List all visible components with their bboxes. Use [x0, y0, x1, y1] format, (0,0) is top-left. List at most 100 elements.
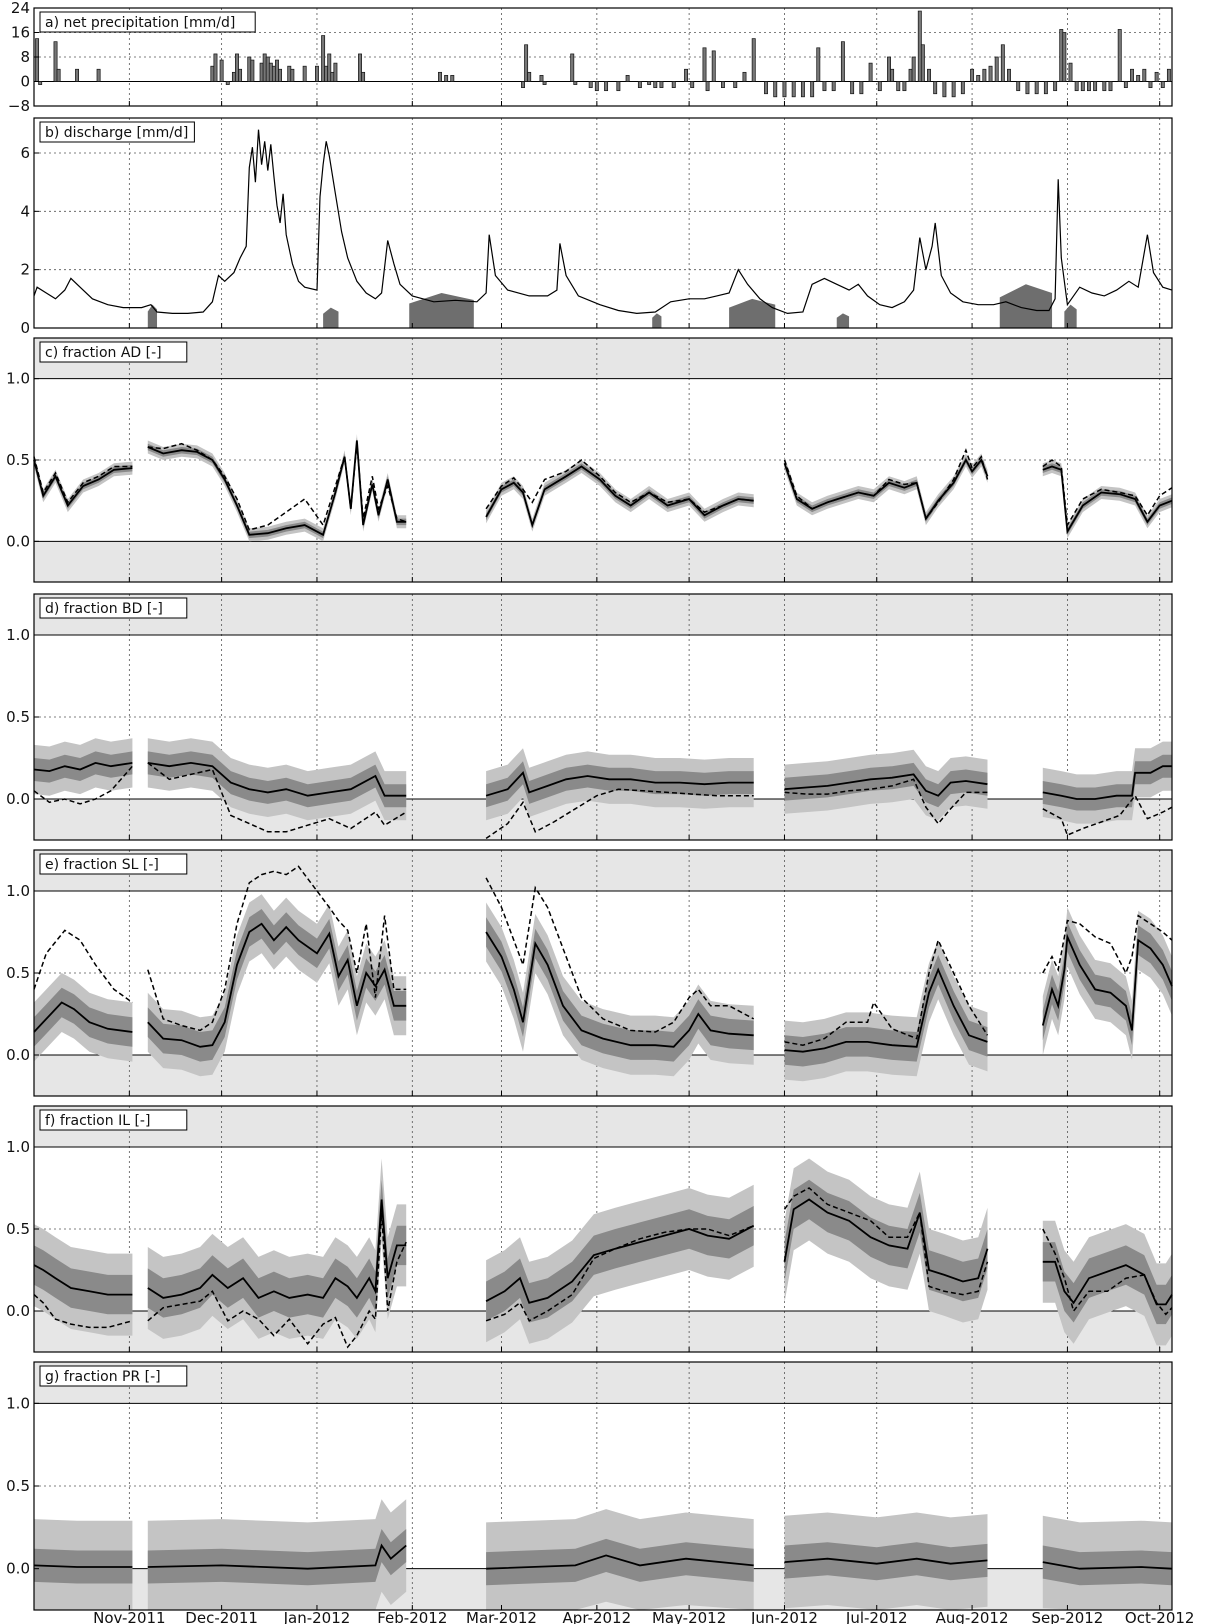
y-tick-label: 0.0	[6, 1046, 30, 1064]
uncertainty-band-inner	[34, 751, 133, 783]
precip-bar	[733, 81, 738, 88]
reference-dashed-line	[147, 865, 407, 1032]
precip-bar	[625, 75, 630, 82]
precip-bar	[527, 71, 532, 82]
precip-bar	[271, 65, 276, 82]
precip-bar	[213, 53, 218, 82]
precip-bar	[53, 41, 58, 82]
uncertainty-band-inner	[486, 1538, 754, 1586]
panel-title-box	[39, 1109, 188, 1131]
panel-title: f) fraction IL [-]	[45, 1113, 150, 1129]
precip-bar	[324, 65, 329, 82]
precip-bar	[275, 59, 279, 82]
uncertainty-band-inner	[34, 1245, 133, 1315]
precip-bar	[810, 81, 815, 98]
median-line	[1042, 1260, 1173, 1306]
median-line	[486, 1554, 754, 1570]
precip-bar	[942, 81, 947, 98]
precip-bar	[868, 62, 873, 82]
precip-bar	[711, 50, 716, 82]
median-line	[783, 1198, 989, 1283]
precip-bar	[524, 44, 529, 82]
y-tick-label: 0.0	[6, 1560, 30, 1578]
precip-bar	[238, 68, 243, 82]
precip-bar	[444, 75, 449, 82]
median-line	[147, 1543, 407, 1570]
precip-bar	[902, 81, 907, 92]
y-tick-label: 4	[20, 202, 30, 220]
panel-title: d) fraction BD [-]	[45, 601, 163, 617]
uncertainty-band-inner	[784, 1542, 988, 1581]
uncertainty-band-inner	[486, 761, 754, 808]
precip-bar	[259, 62, 264, 82]
precip-bar	[1074, 81, 1079, 92]
precip-bar	[800, 81, 805, 98]
precip-bar	[890, 68, 895, 82]
precip-bar	[231, 71, 236, 82]
precip-bar	[637, 81, 642, 88]
precip-bar	[1087, 81, 1091, 92]
precip-bar	[321, 35, 326, 82]
x-tick-label: Jun-2012	[750, 1609, 818, 1624]
x-tick-label: Jan-2012	[283, 1609, 351, 1624]
panel-frame	[33, 117, 1173, 329]
precip-bar	[219, 59, 224, 82]
precip-bar	[887, 56, 891, 82]
precip-bar	[877, 81, 882, 92]
precip-bar	[933, 81, 938, 95]
reference-dashed-line	[784, 938, 989, 1046]
uncertainty-band-inner	[1042, 1545, 1172, 1586]
panel-2: 0.0 0.5 1.0 c) fraction AD [-]	[6, 337, 1173, 583]
precip-bar	[816, 47, 821, 82]
deficit-area	[999, 284, 1053, 328]
precip-bar	[773, 81, 778, 98]
reference-dashed-line	[1042, 1228, 1173, 1316]
precip-bar	[1166, 68, 1171, 82]
median-line	[1041, 933, 1173, 1031]
precip-bar	[751, 38, 756, 82]
uncertainty-band-inner	[784, 1179, 988, 1302]
precip-bar	[604, 81, 609, 92]
precip-bar	[702, 47, 707, 82]
uncertainty-band-inner	[784, 456, 988, 522]
grey-zone-upper	[34, 594, 1172, 635]
y-tick-label: 8	[20, 48, 30, 66]
median-line	[485, 465, 754, 529]
reference-dashed-line	[1042, 914, 1173, 975]
x-tick-label: Mar-2012	[466, 1609, 537, 1624]
precip-bar	[539, 75, 544, 82]
precip-bar	[1123, 81, 1128, 88]
precip-bar	[920, 44, 925, 82]
median-line	[485, 1224, 755, 1304]
precip-bar	[917, 10, 922, 82]
precip-bar	[262, 53, 267, 82]
median-line	[485, 931, 754, 1048]
reference-dashed-line	[147, 762, 407, 833]
precip-bar	[822, 81, 827, 92]
median-line	[784, 773, 988, 797]
precip-bar	[908, 68, 913, 82]
grey-zone-upper	[34, 850, 1172, 891]
precip-bar	[1142, 68, 1147, 82]
precip-bar	[1000, 44, 1005, 82]
precip-bar	[988, 65, 993, 82]
y-tick-label: 1.0	[6, 882, 30, 900]
panel-title-box	[39, 121, 195, 143]
x-tick-label: May-2012	[652, 1609, 726, 1624]
grey-zone-lower	[34, 541, 1172, 582]
deficit-area	[652, 313, 662, 328]
precip-bar	[1093, 81, 1098, 92]
precip-bar	[330, 71, 335, 82]
reference-dashed-line	[33, 929, 133, 1004]
deficit-area	[729, 298, 776, 328]
precip-bar	[616, 81, 621, 92]
median-line	[1042, 465, 1173, 535]
y-tick-label: 1.0	[6, 1138, 30, 1156]
y-tick-label: 0.5	[6, 1477, 30, 1495]
y-tick-label: 0.0	[6, 790, 30, 808]
precip-bar	[268, 62, 273, 82]
precip-bar	[1080, 81, 1085, 92]
y-tick-label: 6	[20, 144, 30, 162]
precip-bar	[75, 68, 80, 82]
